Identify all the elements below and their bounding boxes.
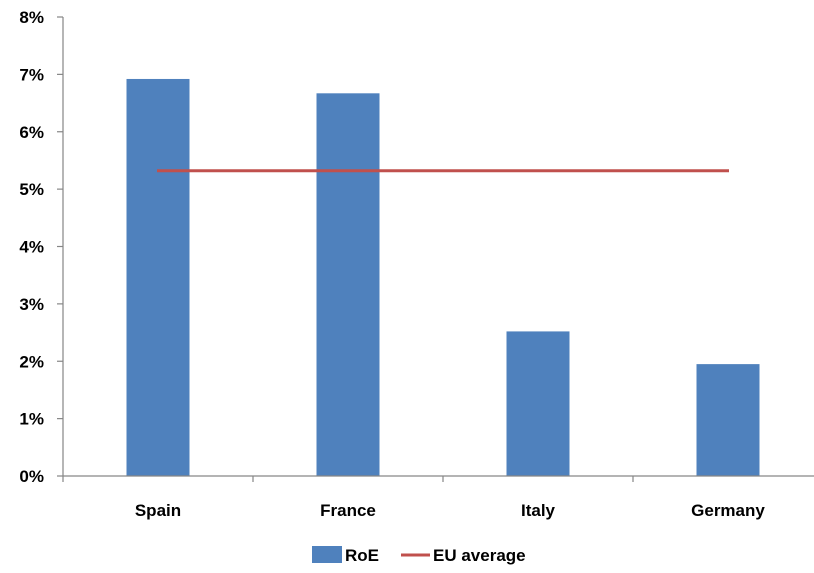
bar-france <box>316 93 380 476</box>
x-tick-label-france: France <box>320 501 376 520</box>
y-tick-label-2: 2% <box>19 352 44 371</box>
legend: RoE EU average <box>312 546 526 565</box>
y-tick-label-7: 7% <box>19 65 44 84</box>
bar-spain <box>126 78 190 476</box>
legend-label-eu-average: EU average <box>433 546 526 565</box>
x-tick-label-spain: Spain <box>135 501 181 520</box>
y-tick-label-4: 4% <box>19 238 44 257</box>
y-tick-label-8: 8% <box>19 8 44 27</box>
x-tick-label-italy: Italy <box>521 501 556 520</box>
legend-label-roe: RoE <box>345 546 379 565</box>
y-tick-label-3: 3% <box>19 295 44 314</box>
y-tick-label-0: 0% <box>19 467 44 486</box>
axes-layer: 0% 1% 2% 3% 4% 5% 6% 7% 8% Spain France Italy German… <box>19 8 814 520</box>
bars-layer <box>126 78 760 476</box>
x-tick-label-germany: Germany <box>691 501 765 520</box>
bar-italy <box>506 331 570 476</box>
y-tick-label-1: 1% <box>19 410 44 429</box>
y-tick-label-6: 6% <box>19 123 44 142</box>
bar-germany <box>696 364 760 476</box>
legend-swatch-roe <box>312 546 342 563</box>
y-tick-label-5: 5% <box>19 180 44 199</box>
